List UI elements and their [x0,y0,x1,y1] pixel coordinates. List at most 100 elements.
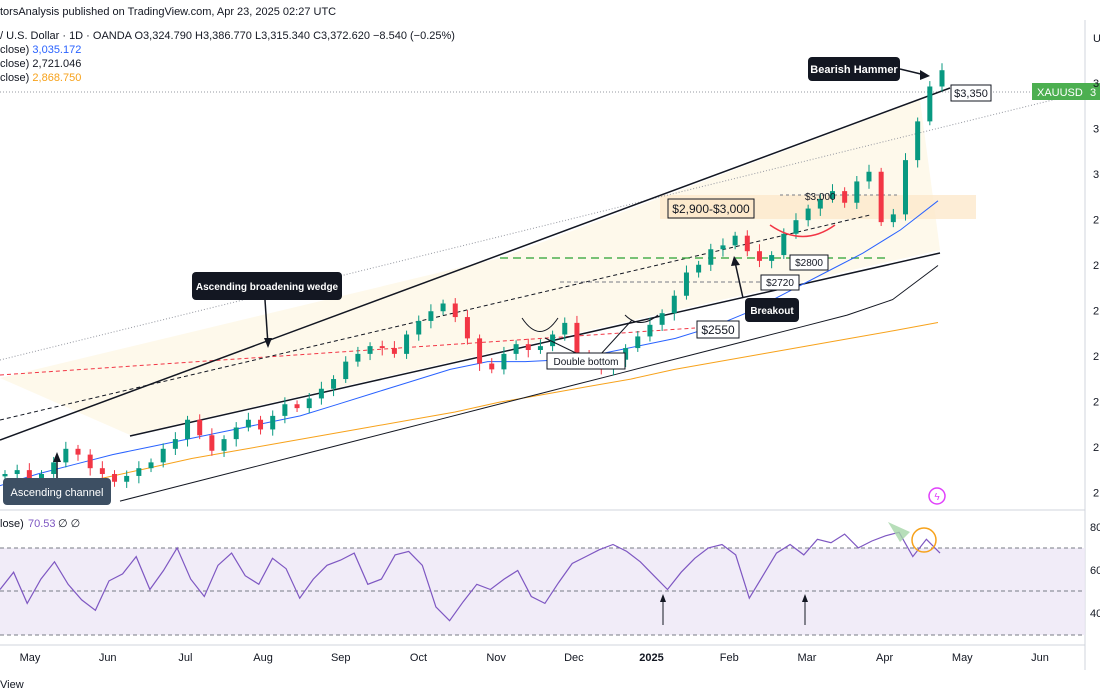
candle-body [197,419,203,436]
candle [927,81,933,126]
candles [2,63,945,488]
ma3-legend: close) 2,868.750 [0,72,81,84]
level-2720-box [760,274,800,291]
candle [477,334,483,371]
candle-body [99,468,105,474]
candle [635,331,641,352]
price-tick-label: 2, [1093,215,1100,227]
wedge-label-pointer [264,299,269,346]
time-tick-label: Jun [1031,652,1049,664]
level-3350-box [950,84,992,102]
candle [793,213,799,239]
candle-body [391,348,397,354]
candle-body [477,338,483,364]
candle [148,458,154,473]
candle-body [185,419,191,440]
candle [185,415,191,447]
rsi-legend-extra: ∅ ∅ [58,518,80,530]
bearish-hammer-box [808,57,900,81]
candle [294,400,300,412]
candle [112,470,118,487]
candle-body [367,346,373,354]
candle-body [647,324,653,337]
candle-body [136,468,142,476]
double-bottom-pointer-2 [599,319,633,356]
candle-body [160,448,166,463]
candle-body [501,353,507,370]
rsi-divergence-arrow [888,522,910,542]
price-tick-label: 3, [1093,78,1100,90]
moving-averages [0,200,939,502]
candle-body [221,439,227,451]
ma-line-ma-fast [0,200,939,487]
time-tick-label: Mar [797,652,816,664]
ma2-label: close) [0,58,30,70]
candle-body [440,303,446,312]
price-tick-label: 3, [1093,169,1100,181]
double-bottom-arc-2 [624,314,659,323]
candle-body [708,249,714,265]
candle-body [306,398,312,409]
candle [866,164,872,189]
price-tick-label: 2, [1093,260,1100,272]
hammer-arrow-head [920,70,930,80]
ma2-legend: close) 2,721.046 [0,58,81,70]
time-tick-label: Jul [178,652,192,664]
candle [2,470,8,481]
level-3000-label: $3,000 [805,192,836,203]
candle [124,470,130,488]
price-tag [1032,83,1100,100]
candle-body [489,363,495,370]
price-tick-label: 3, [1093,124,1100,136]
candle [732,231,738,250]
candle [416,315,422,341]
candle-body [854,181,860,203]
time-tick-label: Feb [720,652,739,664]
ma1-value: 3,035.172 [32,44,82,56]
candle-body [404,334,410,354]
candle [452,298,458,323]
alert-icon[interactable] [928,487,946,505]
candle [829,184,835,203]
candle-body [148,462,154,469]
publisher-line: torsAnalysis published on TradingView.co… [0,6,337,18]
candle-body [562,322,568,335]
rsi-tick-label: 80 [1090,522,1100,534]
candle-body [282,404,288,416]
candle [355,346,361,367]
candle-body [355,353,361,362]
candle-body [270,415,276,430]
channel-label-box [3,478,111,505]
double-bottom-box [546,352,626,370]
wedge-upper-line [0,87,951,441]
candle [87,449,93,476]
time-tick-label: Aug [253,652,273,664]
candle-body [39,474,45,480]
price-tick-label: 2, [1093,397,1100,409]
channel-upper-dotted [0,91,1086,361]
candle [367,342,373,361]
price-tag-symbol: XAUUSD [1037,87,1083,99]
candle [842,187,848,208]
time-tick-label: Oct [410,652,427,664]
zone-label-box [667,198,755,219]
level-2800-label: $2800 [795,258,823,269]
candle-body [683,272,689,296]
candle [756,244,762,268]
candle-body [878,171,884,223]
time-tick-label: 2025 [639,652,663,664]
candle [160,443,166,468]
alert-icon-glyph: ϟ [934,492,940,503]
candle-body [744,235,750,252]
candle-body [233,427,239,440]
candle-body [720,245,726,250]
candle-body [659,313,665,325]
candle [720,238,726,257]
candle [537,339,543,354]
time-tick-label: May [952,652,973,664]
candle [550,330,556,352]
candle [428,304,434,329]
rsi-line [0,531,941,622]
candle [854,176,860,209]
